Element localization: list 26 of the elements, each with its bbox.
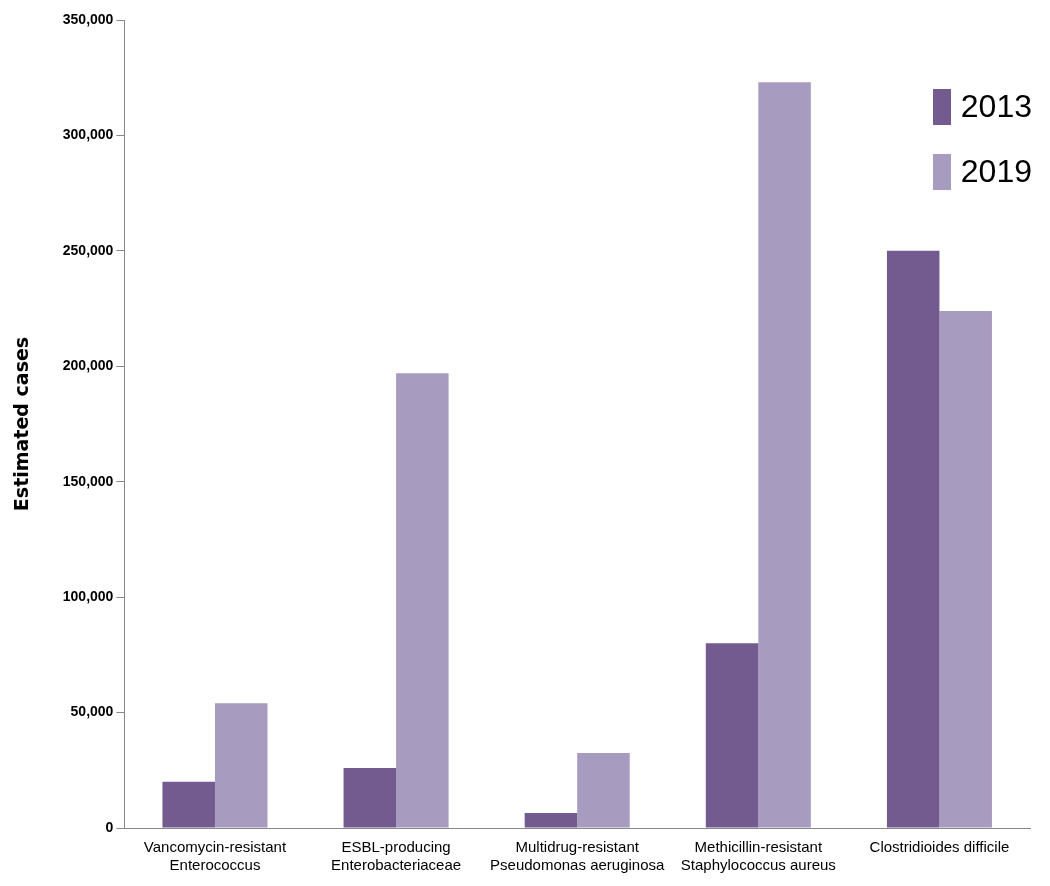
y-tick-label: 50,000	[70, 703, 114, 720]
bar	[939, 310, 992, 828]
x-tick-label: Clostridioides difficile	[869, 838, 1010, 856]
bar	[705, 643, 759, 828]
x-tick-label: Multidrug-resistant Pseudomonas aeruginosa	[490, 838, 665, 874]
legend-label: 2019	[960, 153, 1032, 190]
y-tick-label: 350,000	[62, 10, 114, 27]
bar	[214, 703, 268, 828]
bar	[886, 250, 940, 828]
bar	[577, 752, 630, 828]
bar	[162, 781, 215, 828]
bar	[524, 812, 578, 828]
x-tick-label: ESBL-producing Enterobacteriaceae	[331, 838, 462, 874]
x-tick-label: Vancomycin-resistant Enterococcus	[143, 838, 287, 874]
y-axis-title: Estimated cases	[10, 336, 33, 512]
y-tick-label: 150,000	[62, 472, 114, 489]
legend-label: 2013	[960, 88, 1032, 125]
y-tick-label: 300,000	[62, 126, 114, 143]
y-tick-label: 0	[105, 818, 114, 835]
bar	[343, 767, 397, 828]
bar	[758, 82, 811, 828]
y-tick-label: 250,000	[62, 241, 114, 258]
y-tick-label: 200,000	[62, 357, 114, 374]
y-tick-label: 100,000	[62, 588, 114, 604]
bar	[396, 373, 449, 828]
x-tick-label: Methicillin-resistant Staphylococcus aureus	[680, 838, 836, 874]
